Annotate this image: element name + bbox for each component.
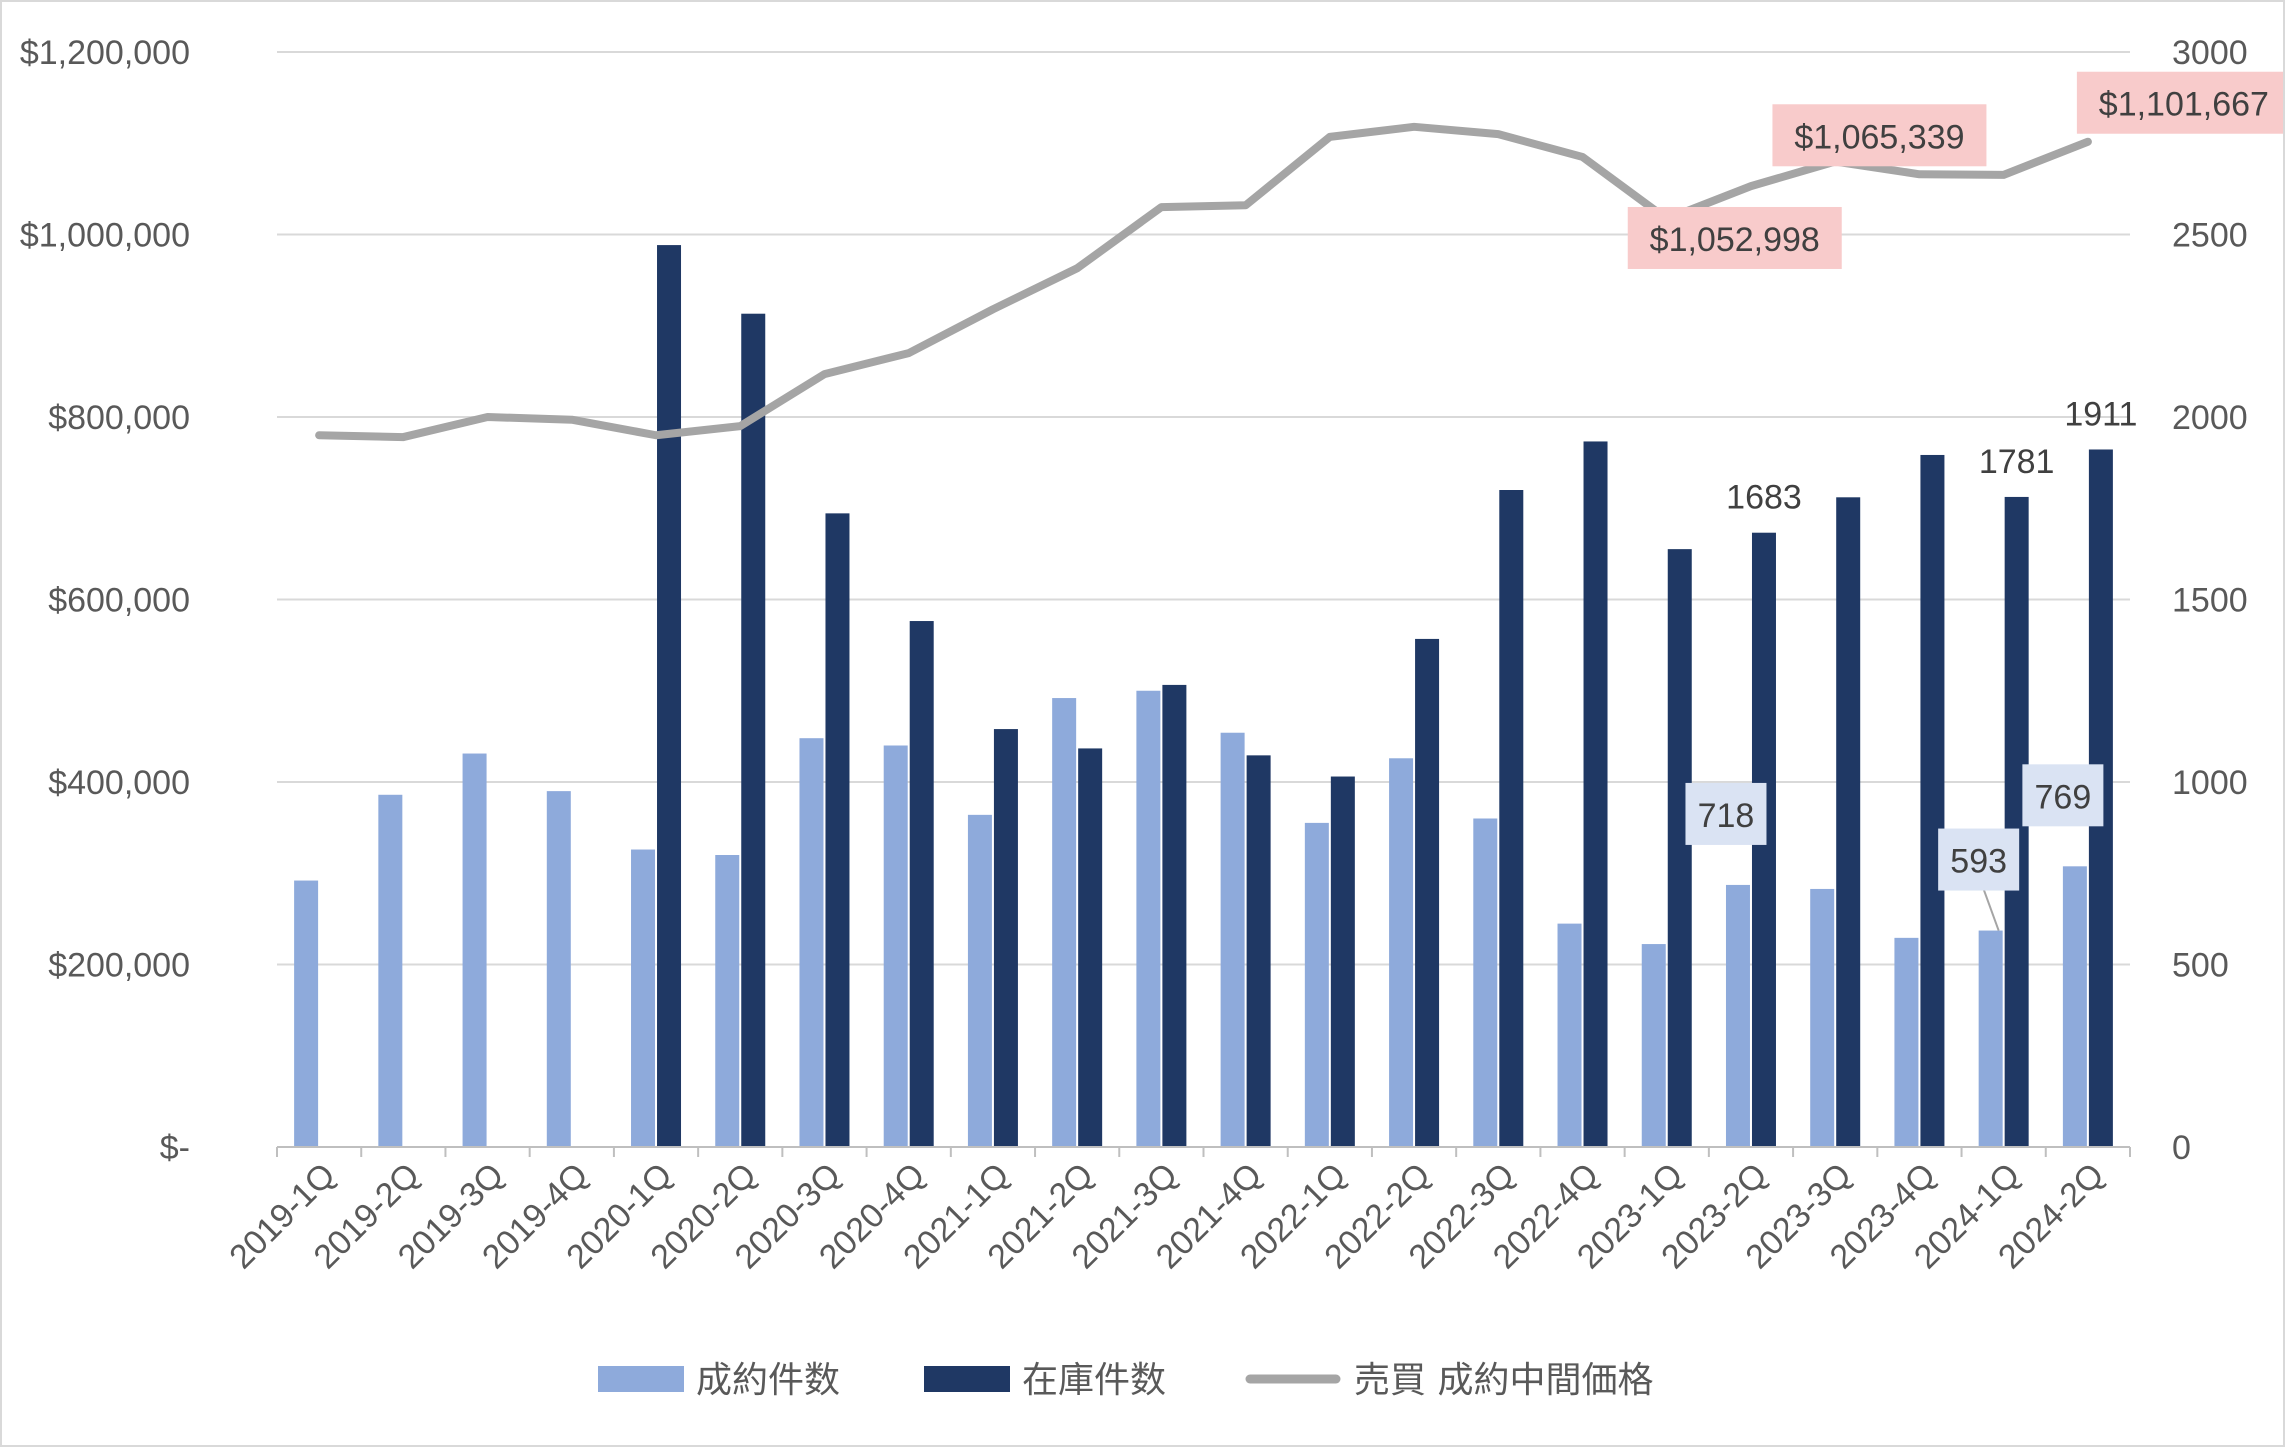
left-axis-tick-label: $1,200,000	[20, 34, 190, 72]
legend-swatch-inventory	[924, 1366, 1010, 1392]
bar-inventory	[1836, 497, 1861, 1147]
right-axis: 0 500 1000 1500 2000 2500 3000	[2172, 34, 2248, 1167]
contracts-data-label-box	[2022, 764, 2104, 827]
left-axis-tick-label: $600,000	[48, 582, 190, 620]
right-axis-tick-label: 1500	[2172, 582, 2248, 620]
right-axis-tick-label: 1000	[2172, 764, 2248, 802]
bar-inventory	[1246, 755, 1271, 1147]
contracts-data-label: 718	[1698, 797, 1755, 835]
contracts-data-label-box	[1685, 782, 1767, 845]
bar-inventory	[657, 245, 682, 1147]
bar-contracts	[799, 738, 824, 1147]
price-data-label: $1,101,667	[2099, 86, 2269, 124]
bar-contracts	[378, 794, 403, 1147]
contracts-data-label: 593	[1950, 843, 2007, 881]
line-series	[315, 122, 2092, 442]
bar-contracts	[1557, 923, 1582, 1147]
left-axis: $- $200,000 $400,000 $600,000 $800,000 $1,000…	[20, 34, 190, 1167]
left-axis-tick-label: $-	[160, 1129, 190, 1167]
legend-label-contracts: 成約件数	[696, 1360, 840, 1401]
bar-contracts	[1389, 758, 1414, 1147]
legend-label-inventory: 在庫件数	[1022, 1360, 1166, 1401]
bar-inventory	[1162, 684, 1187, 1147]
price-data-label-box	[1772, 104, 1987, 167]
right-axis-tick-label: 0	[2172, 1129, 2191, 1167]
bar-contracts	[1304, 822, 1329, 1147]
left-axis-tick-label: $400,000	[48, 764, 190, 802]
legend: 成約件数 在庫件数 売買 成約中間価格	[598, 1360, 1653, 1401]
bar-contracts	[1810, 888, 1835, 1147]
inventory-data-label: 1781	[1979, 443, 2055, 481]
legend-label-median-price: 売買 成約中間価格	[1354, 1360, 1653, 1401]
right-axis-tick-label: 2500	[2172, 217, 2248, 255]
bar-inventory	[741, 313, 766, 1148]
label-leader-line	[1981, 886, 2000, 931]
bar-inventory	[1667, 549, 1692, 1147]
bar-contracts	[1473, 818, 1498, 1147]
bar-contracts	[546, 791, 571, 1147]
right-axis-tick-label: 3000	[2172, 34, 2248, 72]
bar-contracts	[883, 745, 908, 1147]
inventory-data-label: 1683	[1726, 479, 1802, 517]
bar-contracts	[631, 849, 656, 1147]
median-price-line	[315, 122, 2092, 442]
price-data-label: $1,065,339	[1794, 118, 1964, 156]
bar-contracts	[1052, 698, 1077, 1147]
bar-inventory	[1583, 441, 1608, 1148]
inventory-data-label: 1911	[2064, 395, 2137, 433]
bar-contracts	[715, 855, 740, 1147]
price-data-label: $1,052,998	[1650, 221, 1820, 259]
bars	[294, 245, 2113, 1148]
bar-inventory	[1499, 490, 1524, 1147]
contracts-data-label: 769	[2035, 778, 2092, 816]
left-axis-tick-label: $800,000	[48, 399, 190, 437]
left-axis-tick-label: $1,000,000	[20, 217, 190, 255]
bar-contracts	[462, 753, 487, 1147]
bar-inventory	[1078, 748, 1103, 1147]
bar-inventory	[1330, 776, 1355, 1147]
contracts-data-label-box	[1938, 828, 2020, 891]
left-axis-tick-label: $200,000	[48, 947, 190, 985]
bar-inventory	[993, 729, 1018, 1147]
legend-swatch-contracts	[598, 1366, 684, 1392]
x-axis: 2019-1Q2019-2Q2019-3Q2019-4Q2020-1Q2020-…	[222, 1146, 2131, 1276]
bar-contracts	[1978, 930, 2003, 1147]
bar-inventory	[909, 621, 934, 1147]
bar-contracts	[294, 880, 319, 1147]
right-axis-tick-label: 500	[2172, 947, 2229, 985]
right-axis-tick-label: 2000	[2172, 399, 2248, 437]
bar-contracts	[1894, 937, 1919, 1147]
bar-inventory	[1920, 454, 1945, 1148]
bar-inventory	[825, 513, 850, 1147]
bar-contracts	[1136, 690, 1161, 1147]
bar-contracts	[967, 814, 992, 1147]
bar-contracts	[1220, 732, 1245, 1147]
bar-contracts	[1641, 944, 1666, 1147]
bar-contracts	[2062, 866, 2087, 1147]
bar-contracts	[1725, 884, 1750, 1147]
price-data-label-box	[1627, 206, 1842, 269]
price-data-label-box	[2076, 71, 2283, 134]
bar-inventory	[1415, 638, 1440, 1147]
